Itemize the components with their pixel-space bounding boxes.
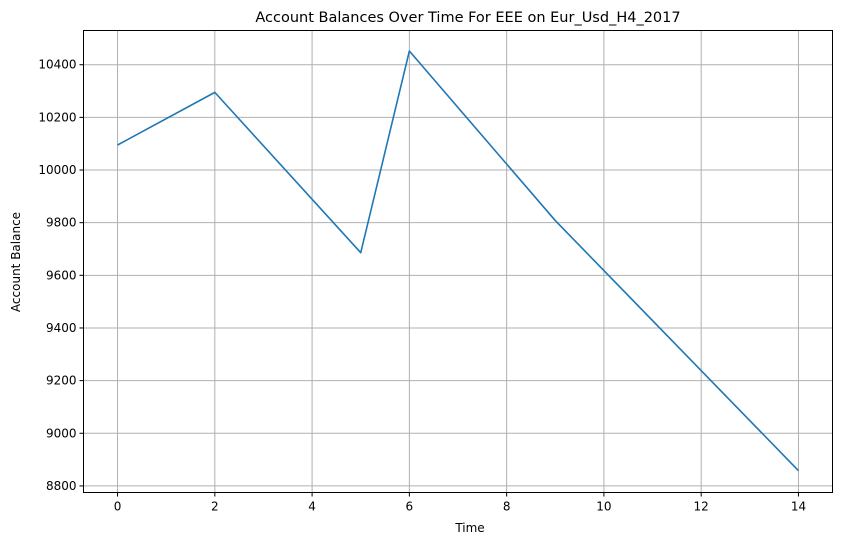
y-axis-label: Account Balance: [9, 212, 23, 312]
y-tick-label: 8800: [46, 479, 77, 493]
x-axis-label: Time: [454, 521, 484, 535]
x-tick-label: 14: [791, 500, 806, 514]
x-tick-label: 6: [406, 500, 414, 514]
y-tick-label: 10200: [38, 110, 76, 124]
grid-lines: [83, 30, 833, 493]
y-tick-label: 9600: [46, 268, 77, 282]
x-tick-label: 10: [596, 500, 611, 514]
axis-ticks: 0 2 4 6 8 10 12 14 8800 9000 9200 9400 9600 9800 10000…: [38, 58, 806, 514]
x-tick-label: 0: [114, 500, 122, 514]
x-tick-label: 4: [308, 500, 316, 514]
y-tick-label: 9400: [46, 321, 77, 335]
plot-frame: [83, 30, 833, 493]
series-line: [117, 50, 800, 472]
y-tick-label: 10400: [38, 58, 76, 72]
y-tick-label: 10000: [38, 163, 76, 177]
y-tick-label: 9800: [46, 216, 77, 230]
y-tick-label: 9200: [46, 374, 77, 388]
chart-title: Account Balances Over Time For EEE on Eu…: [255, 10, 680, 26]
x-tick-label: 8: [503, 500, 511, 514]
y-tick-label: 9000: [46, 426, 77, 440]
x-tick-label: 2: [211, 500, 219, 514]
x-tick-label: 12: [694, 500, 709, 514]
series-layer: [117, 50, 800, 472]
